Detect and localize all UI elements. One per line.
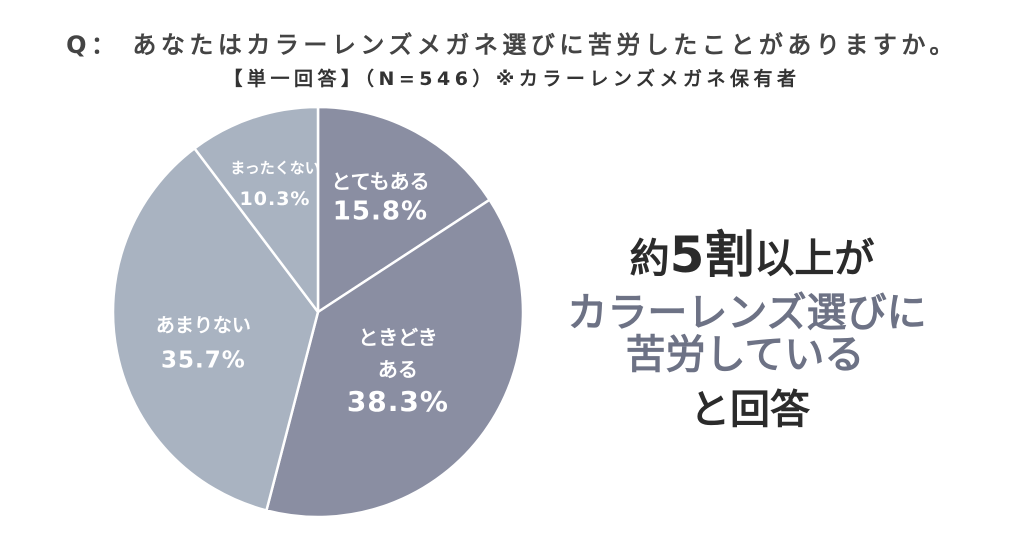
slice-value-label: 35.7% <box>161 347 246 373</box>
slice-value-label: 10.3% <box>240 188 311 210</box>
chart-subtitle: 【単一回答】（N=546）※カラーレンズメガネ保有者 <box>223 67 800 90</box>
callout-line-2: カラーレンズ選びに <box>567 290 926 336</box>
pie-slice-1 <box>316 105 491 314</box>
slice-label: ある <box>378 357 418 381</box>
callout-prefix: 約 <box>630 236 670 282</box>
slice-value-label: 15.8% <box>333 197 428 227</box>
callout-suffix: 以上が <box>754 236 874 282</box>
slice-label: まったくない <box>230 159 319 177</box>
pie-slice-2 <box>265 198 525 519</box>
callout-line-4: と回答 <box>690 387 811 433</box>
slice-label: ときどき <box>358 325 437 349</box>
callout-line-1: 約5割以上が <box>630 226 875 284</box>
pie-slices <box>111 105 525 519</box>
chart-title: Q： あなたはカラーレンズメガネ選びに苦労したことがありますか。 <box>66 31 958 59</box>
slice-label: とてもある <box>331 170 429 194</box>
slice-value-label: 38.3% <box>347 385 449 418</box>
pie-slice-3 <box>111 147 320 512</box>
slice-label: あまりない <box>156 314 251 336</box>
pie-slice-4 <box>193 105 320 314</box>
callout-line-3: 苦労している <box>626 332 865 378</box>
callout-emphasis: 5割 <box>670 226 755 284</box>
callout-message: 約5割以上が カラーレンズ選びに 苦労している と回答 <box>567 226 926 433</box>
